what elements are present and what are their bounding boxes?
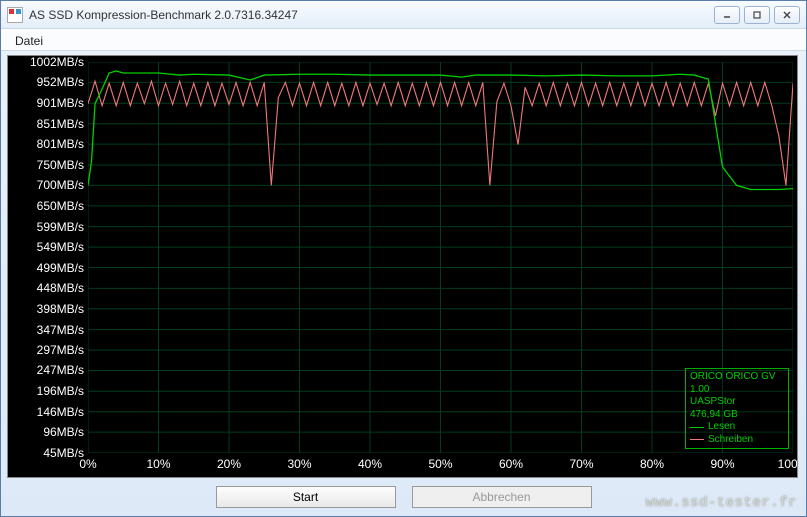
x-axis-labels: 0%10%20%30%40%50%60%70%80%90%100% (88, 457, 793, 477)
app-icon (7, 7, 23, 23)
legend-device: ORICO ORICO GV (690, 371, 784, 384)
swatch-write (690, 439, 704, 440)
legend-read: Lesen (690, 421, 784, 434)
app-window: AS SSD Kompression-Benchmark 2.0.7316.34… (0, 0, 807, 517)
window-title: AS SSD Kompression-Benchmark 2.0.7316.34… (29, 8, 710, 22)
minimize-button[interactable] (714, 6, 740, 24)
chart-area: 1002MB/s952MB/s901MB/s851MB/s801MB/s750M… (7, 55, 798, 478)
chart-legend: ORICO ORICO GV 1.00 UASPStor 476,94 GB L… (685, 368, 789, 449)
legend-write: Schreiben (690, 434, 784, 447)
button-bar: Start Abbrechen (1, 480, 806, 516)
titlebar: AS SSD Kompression-Benchmark 2.0.7316.34… (1, 1, 806, 29)
legend-capacity: 476,94 GB (690, 409, 784, 422)
swatch-read (690, 427, 704, 428)
menu-file[interactable]: Datei (9, 32, 49, 50)
menubar: Datei (1, 29, 806, 51)
legend-driver: UASPStor (690, 396, 784, 409)
legend-fw: 1.00 (690, 384, 784, 397)
start-button[interactable]: Start (216, 486, 396, 508)
maximize-button[interactable] (744, 6, 770, 24)
y-axis-labels: 1002MB/s952MB/s901MB/s851MB/s801MB/s750M… (8, 62, 88, 453)
close-button[interactable] (774, 6, 800, 24)
abort-button[interactable]: Abbrechen (412, 486, 592, 508)
